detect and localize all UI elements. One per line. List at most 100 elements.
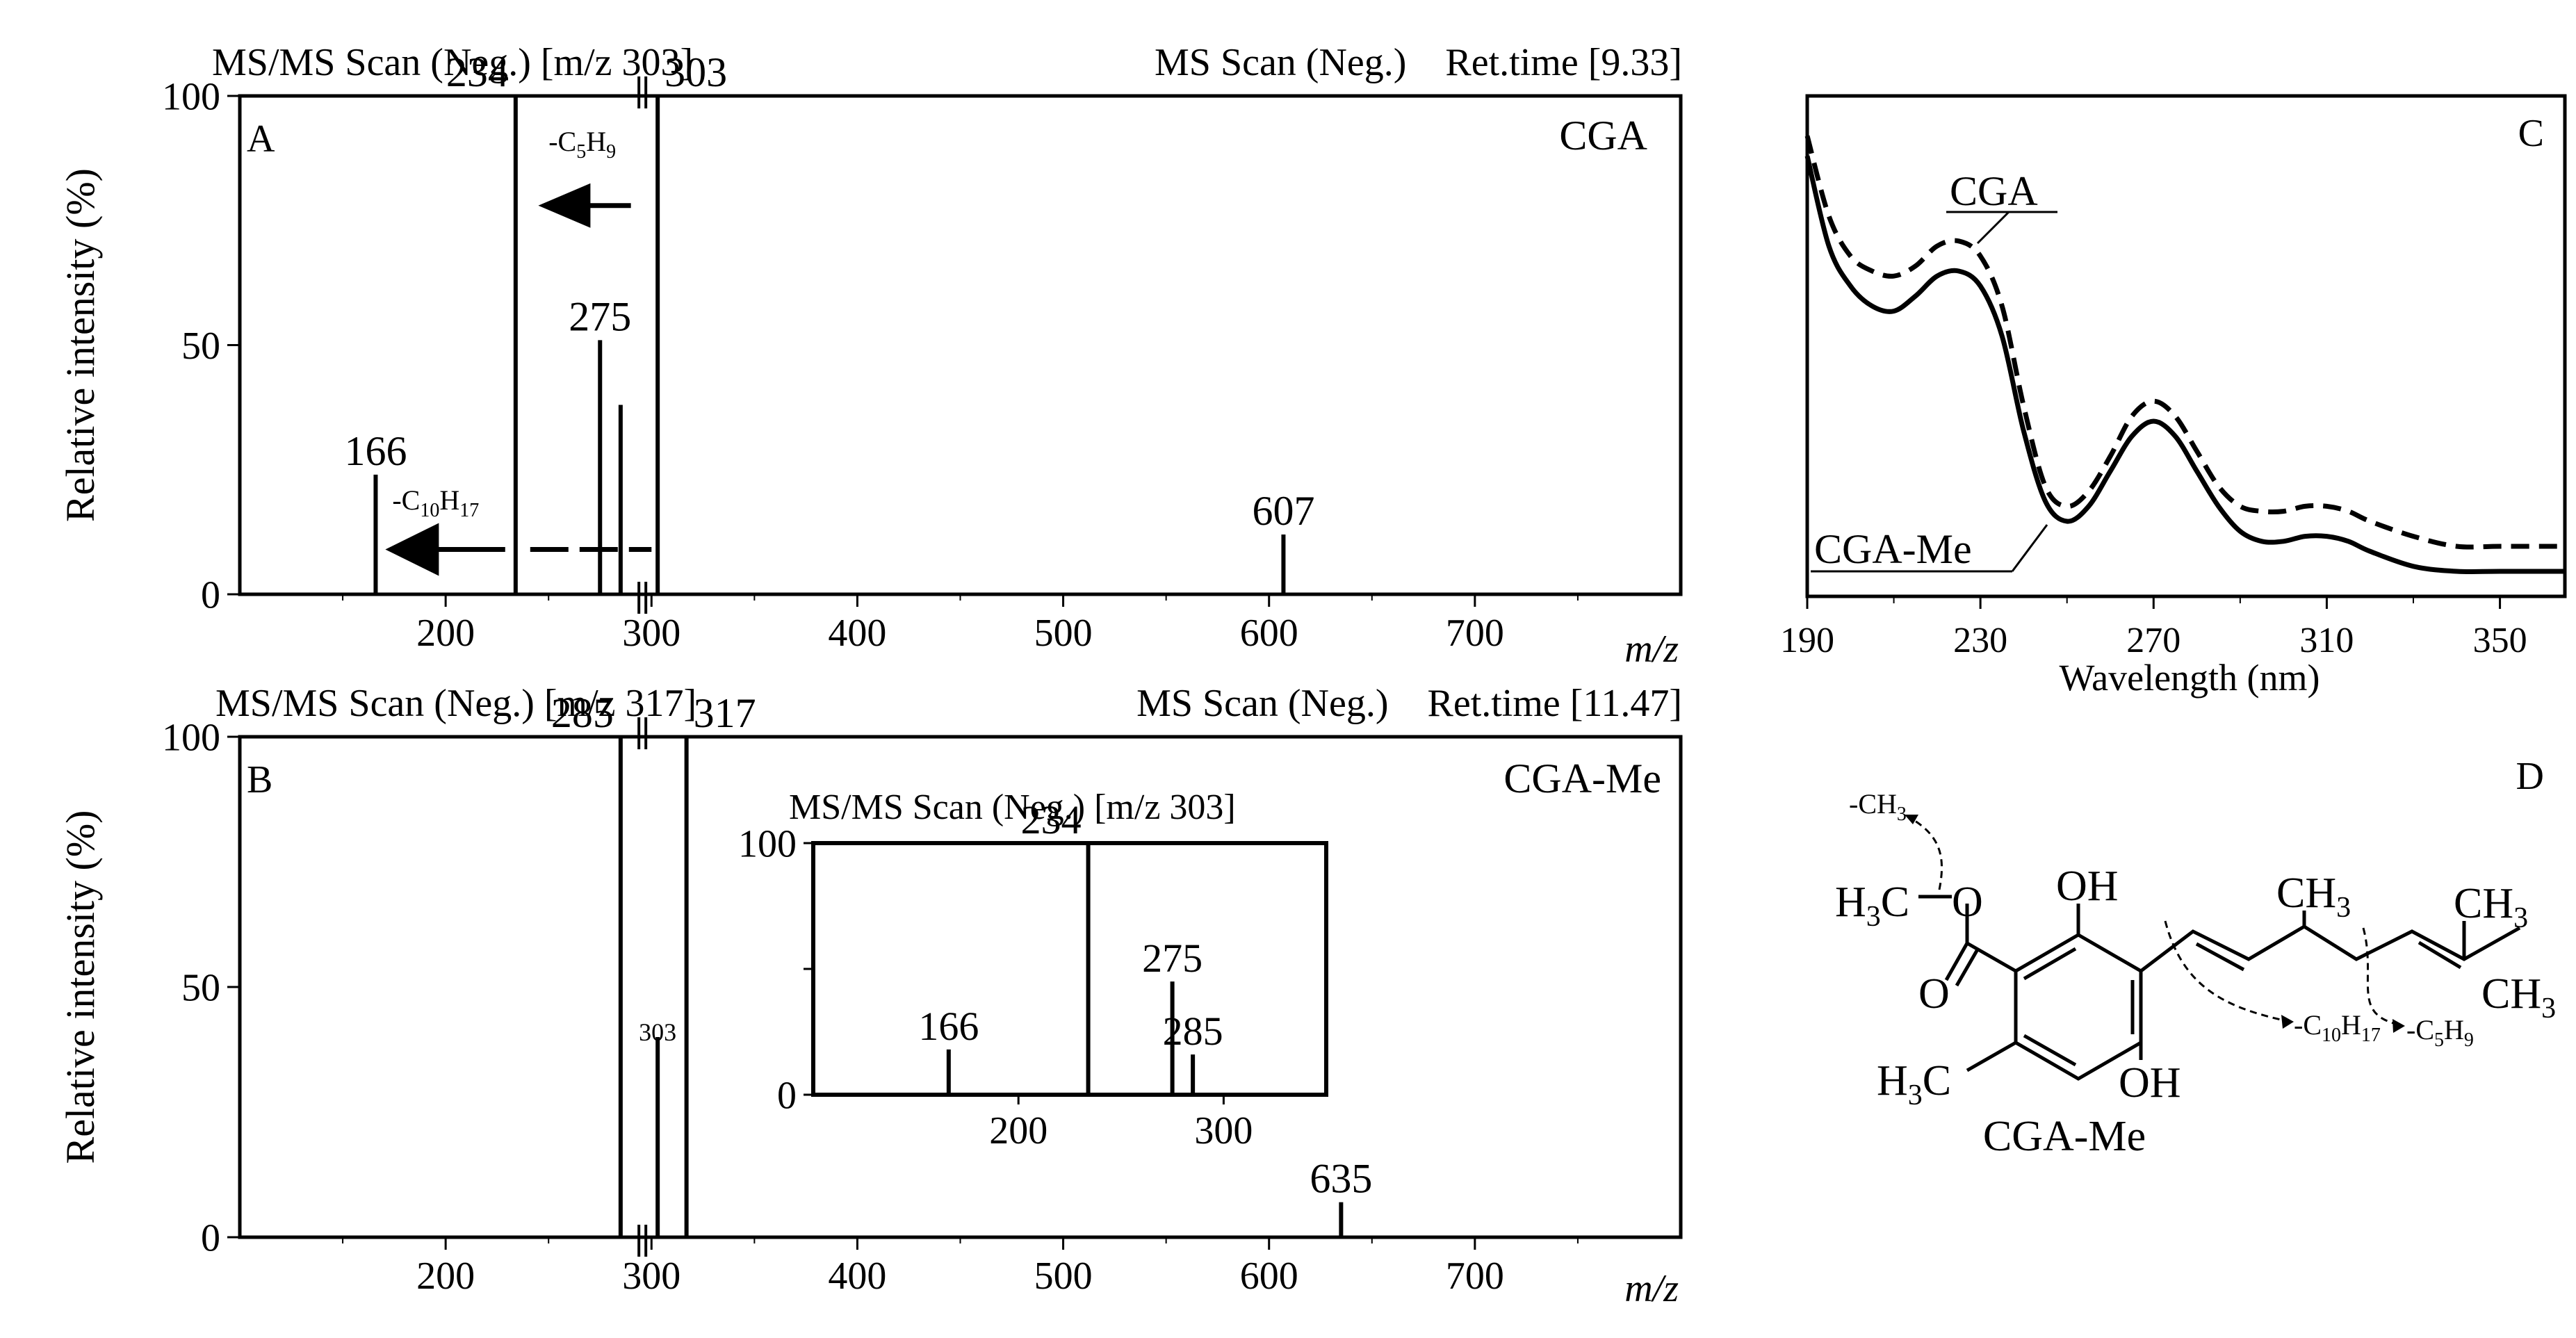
annotation-label-part: 10	[420, 500, 439, 521]
x-tick-label: 500	[1034, 612, 1093, 655]
x-tick-label: 270	[2126, 621, 2180, 660]
panel-b-compound-label: CGA-Me	[1503, 756, 1661, 801]
plot-frame	[238, 94, 1683, 596]
x-tick-label: 600	[1240, 1255, 1298, 1298]
y-tick-label: 50	[181, 325, 220, 368]
panel-c-xlabel: Wavelength (nm)	[2059, 657, 2320, 699]
annotation-label-part: -C	[392, 484, 420, 516]
peak-label-317: 317	[694, 690, 756, 736]
ring-double-bond-1	[2023, 947, 2077, 981]
label-h3c-bottom: H3C	[1877, 1057, 1951, 1111]
x-tick-label: 200	[416, 612, 475, 655]
panel-c-plot: 190 230 270 310 350 CGA CGA-Me	[1780, 94, 2567, 660]
annotation-label-part: H	[586, 126, 606, 157]
y-tick-label: 100	[162, 717, 220, 760]
peak-label-275: 275	[569, 293, 631, 339]
panel-b-header-left: MS/MS Scan (Neg.) [m/z 317]	[215, 682, 696, 725]
plot-frame	[1805, 94, 2567, 598]
y-tick-label: 50	[181, 967, 220, 1010]
bond-carbonyl-o	[1944, 942, 1969, 981]
y-tick-label: 0	[777, 1075, 797, 1118]
panel-a-header-right: MS Scan (Neg.) Ret.time [9.33]	[1155, 41, 1682, 84]
label-h3c-top: H3C	[1835, 879, 1909, 933]
panel-b-panel-letter: B	[247, 758, 272, 801]
benzene-ring	[2014, 933, 2143, 1081]
fragment-arrowhead-c5h9	[2392, 1019, 2405, 1033]
annotation-label: -C5H9	[548, 126, 616, 163]
series-label-leader	[1976, 211, 2010, 245]
x-tick-label: 700	[1446, 612, 1504, 655]
panel-a-header-left: MS/MS Scan (Neg.) [m/z 303]	[212, 41, 693, 84]
x-tick-label: 300	[1194, 1109, 1253, 1152]
label-ch3-mid: CH3	[2276, 870, 2351, 924]
ring-double-bond-3	[2023, 1034, 2077, 1067]
label-oh-top: OH	[2056, 863, 2119, 910]
geranyl-chain	[2139, 924, 2521, 972]
panel-b-plot: 0 50 100 200 300 400 500 600 700 285 303 317 635 Rela…	[58, 690, 1683, 1310]
series-label-leader	[2011, 524, 2048, 572]
panel-d-panel-letter: D	[2516, 755, 2544, 798]
series-label-cga-me: CGA-Me	[1814, 526, 1972, 572]
x-tick-label: 200	[989, 1109, 1047, 1152]
label-ch3-right-top: CH3	[2454, 880, 2528, 934]
panel-b: MS/MS Scan (Neg.) [m/z 317] MS Scan (Neg…	[58, 682, 1683, 1310]
y-tick-label: 100	[738, 823, 797, 866]
label-ester-o: O	[1952, 879, 1983, 926]
structure-name: CGA-Me	[1983, 1113, 2146, 1160]
panel-a-plot: 0 50 100 200 300 400 500 600 700 166 234 275 303 607 R…	[58, 49, 1683, 671]
peak-label-234: 234	[446, 49, 509, 95]
plot-frame	[811, 841, 1328, 1097]
methyl-loss-arrow	[1907, 815, 1943, 890]
panel-a-compound-label: CGA	[1559, 113, 1647, 158]
y-axis-label: Relative intensity (%)	[58, 810, 103, 1164]
fragment-arrow-c5h9	[2362, 927, 2402, 1027]
fragment-arrow-c10h17	[2164, 920, 2291, 1023]
x-tick-label: 350	[2473, 621, 2527, 660]
peak-label-166: 166	[918, 1004, 979, 1049]
annotation-label-part: -C	[548, 126, 576, 157]
panel-a: MS/MS Scan (Neg.) [m/z 303] MS Scan (Neg…	[58, 41, 1683, 671]
x-tick-label: 200	[416, 1255, 475, 1298]
peak-label-285: 285	[1163, 1009, 1223, 1054]
label-methyl-loss: -CH3	[1849, 788, 1907, 825]
peak-label-166: 166	[344, 428, 407, 474]
panel-c: C Wavelength (nm) 190 230 270 310 350 CGA CGA-…	[1780, 94, 2567, 699]
series-cga-me	[1804, 155, 2565, 575]
x-tick-label: 600	[1240, 612, 1298, 655]
annotation-arrowhead	[385, 523, 439, 576]
peak-label-285: 285	[551, 690, 614, 736]
annotation-label-part: 17	[459, 500, 479, 521]
peak-label-234: 234	[1021, 797, 1082, 842]
x-tick-label: 190	[1780, 621, 1834, 660]
x-tick-label: 230	[1953, 621, 2007, 660]
x-tick-label: 310	[2299, 621, 2354, 660]
y-tick-label: 100	[162, 76, 220, 119]
annotation-arrowhead	[538, 183, 591, 228]
fragment-arrowhead-c10h17	[2281, 1015, 2294, 1029]
annotation-label: -C10H17	[392, 484, 479, 521]
bond-carbonyl-o-double	[1955, 948, 1980, 987]
label-loss-c10h17: -C10H17	[2294, 1009, 2381, 1046]
annotation-label-part: H	[439, 484, 459, 516]
bond-ring-methyl-bottom	[1966, 1041, 2017, 1072]
panel-b-header-right: MS Scan (Neg.) Ret.time [11.47]	[1136, 682, 1682, 725]
bond-ring-carbonyl	[1966, 941, 2017, 973]
annotation-label-part: 5	[576, 141, 586, 163]
x-tick-label: 500	[1034, 1255, 1093, 1298]
x-tick-label: 400	[828, 612, 886, 655]
panel-b-inset-header: MS/MS Scan (Neg.) [m/z 303]	[789, 788, 1236, 827]
panel-d-structure: D H3C O O -CH3 OH H3C OH CH3	[1835, 755, 2556, 1160]
label-loss-c5h9: -C5H9	[2406, 1014, 2474, 1051]
x-tick-label: 300	[622, 612, 680, 655]
peak-label-303: 303	[639, 1018, 676, 1046]
x-axis-label: m/z	[1624, 1267, 1679, 1310]
peak-label-607: 607	[1252, 488, 1314, 534]
label-ch3-right-bottom: CH3	[2481, 970, 2556, 1025]
y-tick-label: 0	[201, 574, 220, 617]
series-cga	[1804, 135, 2565, 550]
annotation-label-part: 9	[606, 141, 616, 163]
y-axis-label: Relative intensity (%)	[58, 168, 103, 522]
x-tick-label: 400	[828, 1255, 886, 1298]
peak-label-275: 275	[1142, 936, 1203, 981]
